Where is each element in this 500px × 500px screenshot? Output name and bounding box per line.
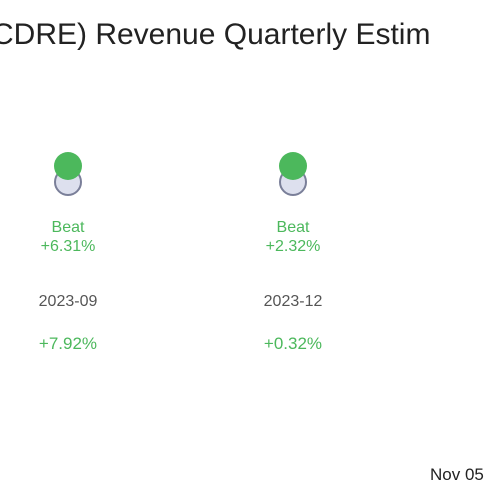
surprise-label: +2.32% [266,238,321,255]
quarter-column-0: Beat +6.31% 2023-09 +7.92% [39,152,98,353]
period-label: 2023-12 [264,293,323,310]
actual-marker [279,152,307,180]
growth-label: +7.92% [39,334,97,353]
date-label: Nov 05 [430,465,484,484]
surprise-label: +6.31% [41,238,96,255]
result-label: Beat [52,219,85,236]
growth-label: +0.32% [264,334,322,353]
actual-marker [54,152,82,180]
period-label: 2023-09 [39,293,98,310]
quarter-column-1: Beat +2.32% 2023-12 +0.32% [264,152,323,353]
quarters-layer: Beat +6.31% 2023-09 +7.92% Beat +2.32% 2023-12… [39,152,323,353]
chart-title: CDRE) Revenue Quarterly Estim [0,18,430,51]
result-label: Beat [277,219,310,236]
